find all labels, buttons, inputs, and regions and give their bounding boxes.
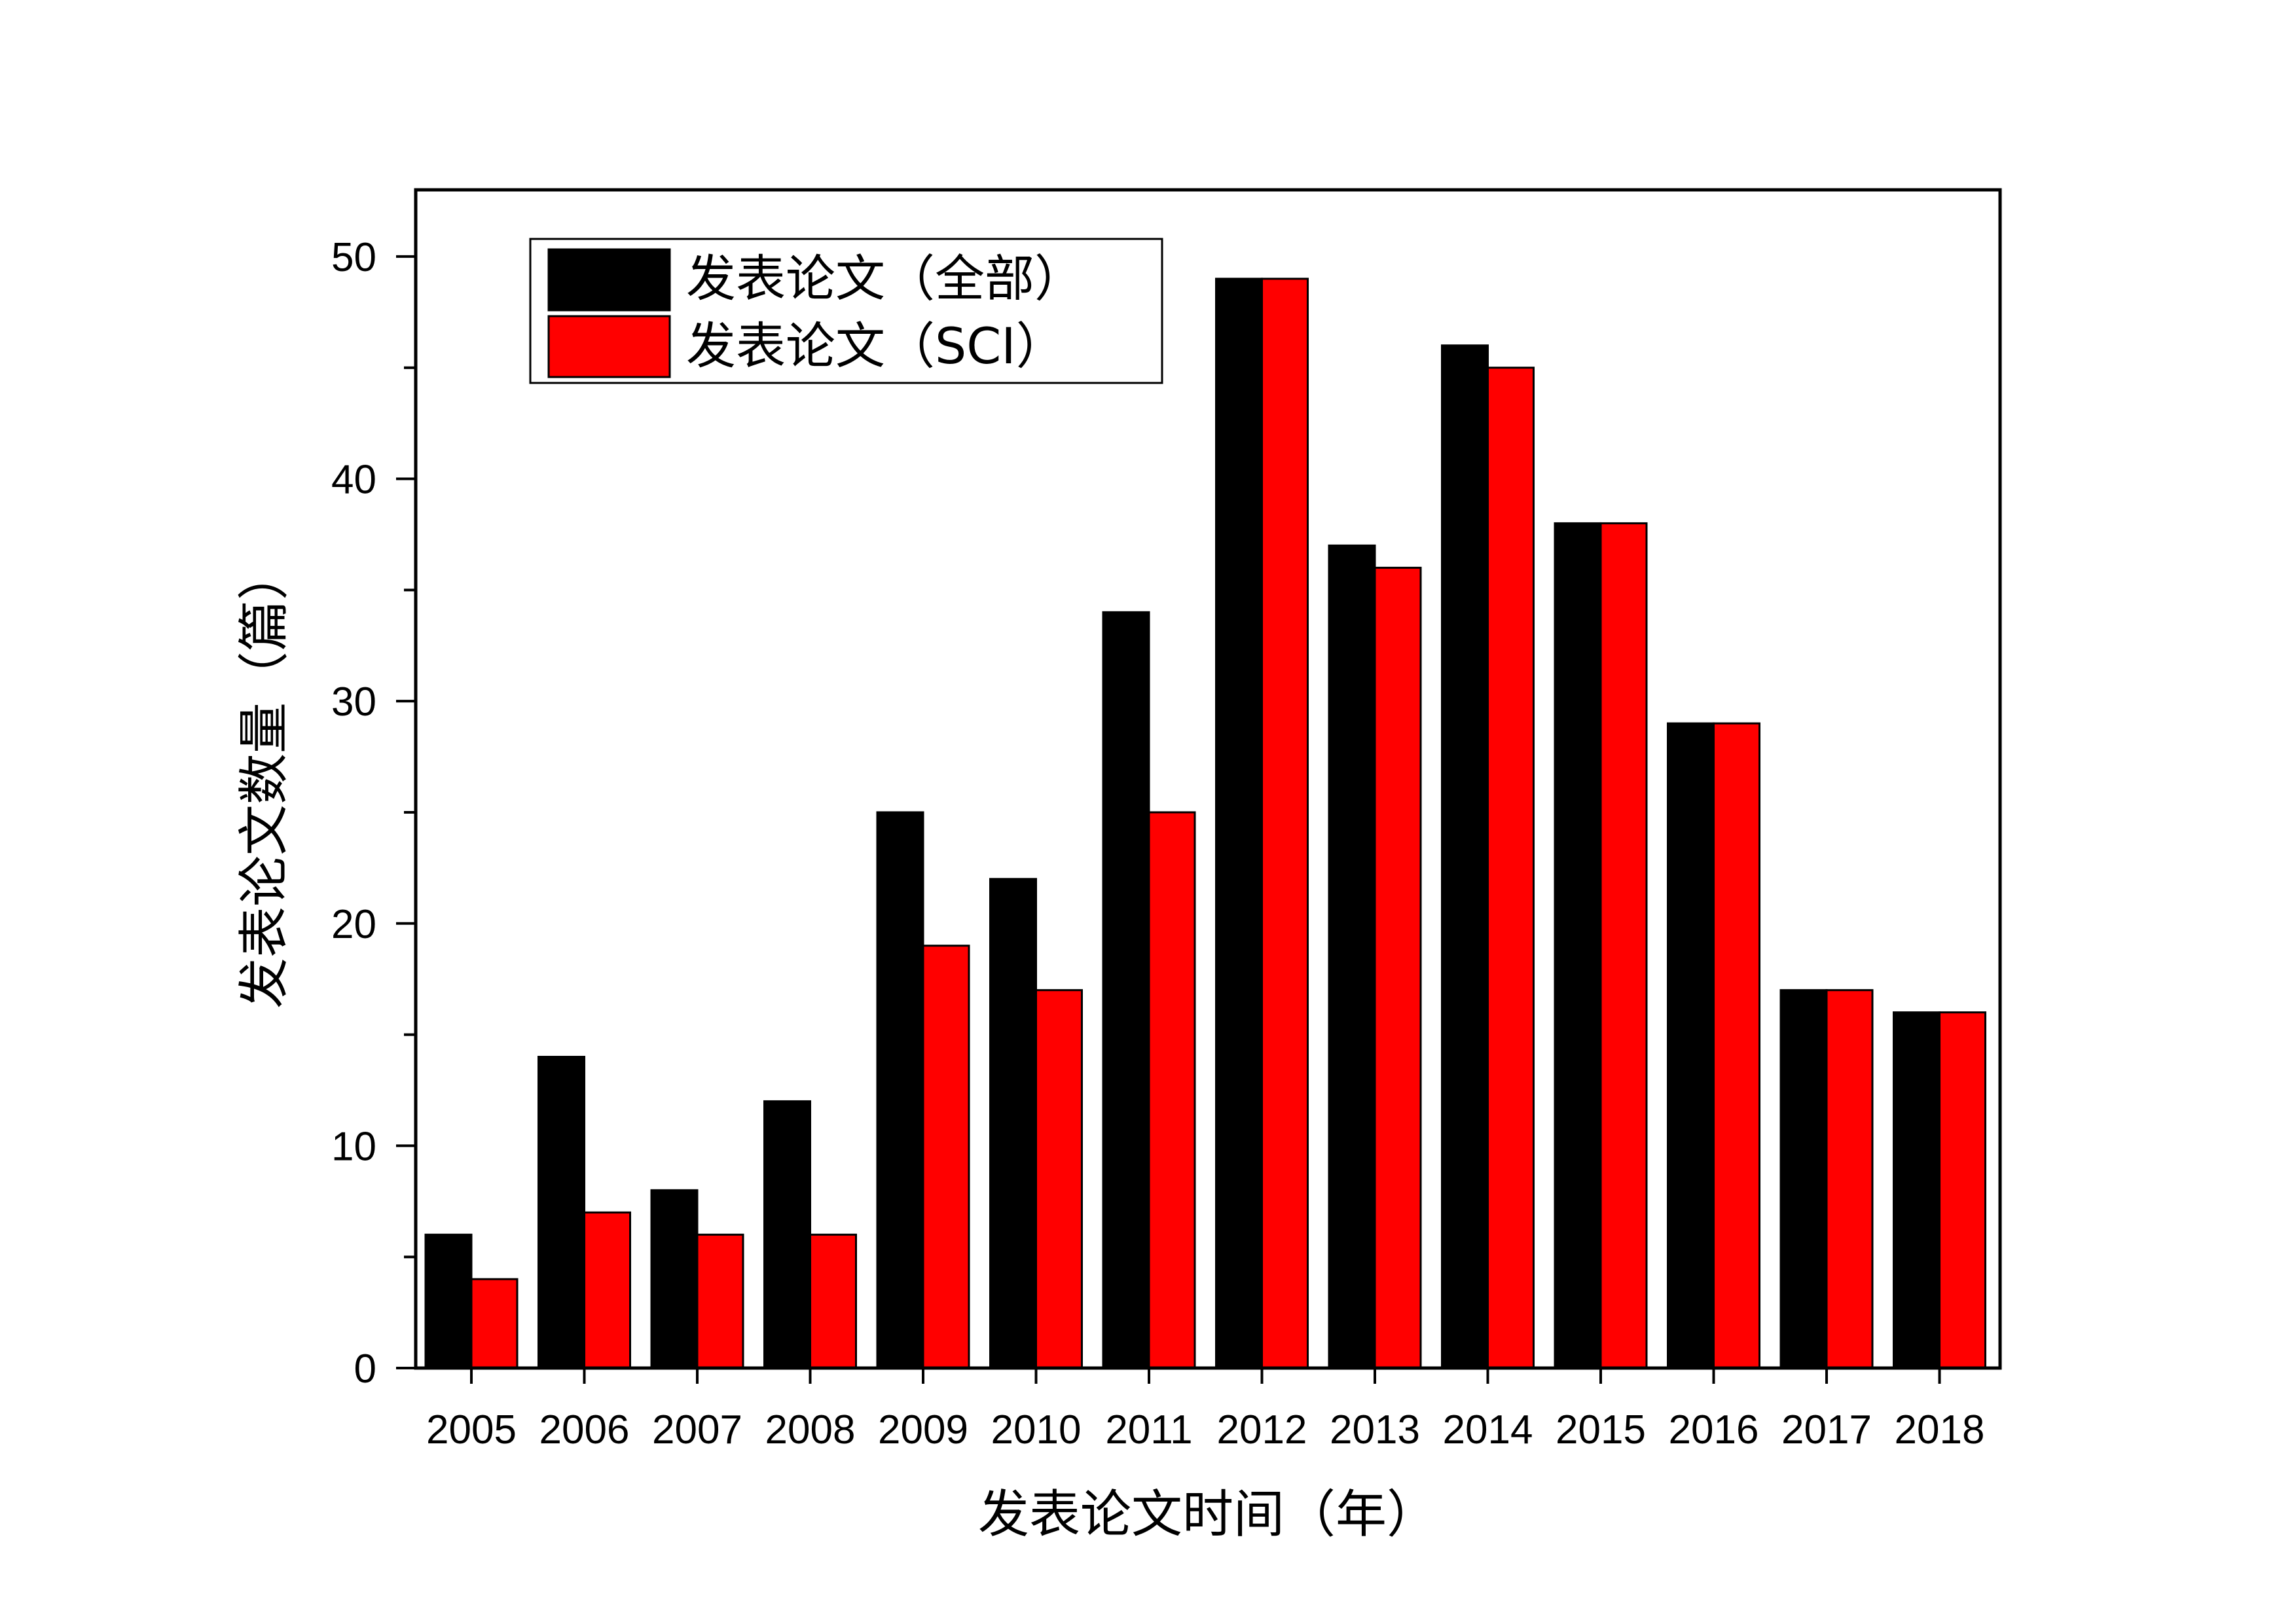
legend-swatch-sci	[547, 315, 671, 378]
bar-sci-2016	[1713, 722, 1760, 1369]
x-tick-label: 2007	[652, 1407, 742, 1453]
x-tick-label: 2011	[1105, 1407, 1192, 1453]
legend-swatch-all	[547, 248, 671, 312]
x-tick-label: 2018	[1895, 1407, 1985, 1453]
bar-sci-2005	[470, 1278, 519, 1369]
x-tick-label: 2005	[426, 1407, 517, 1453]
x-tick-label: 2013	[1330, 1407, 1420, 1453]
x-tick-label: 2006	[539, 1407, 630, 1453]
bar-all-2006	[538, 1056, 585, 1369]
x-tick-label: 2016	[1669, 1407, 1759, 1453]
bar-sci-2013	[1374, 566, 1422, 1369]
legend-label-all: 发表论文（全部）	[686, 249, 1084, 308]
bar-sci-2006	[583, 1211, 631, 1369]
bar-all-2016	[1667, 722, 1715, 1369]
y-tick-label: 0	[354, 1346, 376, 1392]
legend-label-sci: 发表论文（SCI）	[686, 317, 1066, 375]
bar-all-2005	[424, 1233, 473, 1369]
x-tick-label: 2015	[1556, 1407, 1646, 1453]
y-tick-label: 10	[331, 1124, 376, 1169]
legend: 发表论文（全部） 发表论文（SCI）	[529, 238, 1163, 384]
y-tick-label: 30	[331, 679, 376, 725]
bar-group	[424, 278, 1986, 1369]
bar-all-2011	[1102, 611, 1150, 1369]
x-tick-label: 2008	[765, 1407, 856, 1453]
bar-all-2018	[1893, 1011, 1941, 1369]
bar-sci-2017	[1825, 989, 1874, 1369]
bar-all-2008	[763, 1100, 811, 1369]
bar-all-2017	[1779, 989, 1828, 1369]
bar-all-2014	[1441, 344, 1489, 1369]
bar-all-2009	[876, 811, 924, 1369]
bar-all-2013	[1328, 544, 1376, 1369]
x-axis-ticks: 2005 2006 2007 2008 2009 2010 2011 2012 2013 2014…	[426, 1368, 1984, 1453]
bar-sci-2010	[1035, 989, 1083, 1369]
y-tick-label: 50	[331, 235, 376, 280]
bar-all-2012	[1215, 278, 1263, 1369]
x-tick-label: 2012	[1217, 1407, 1307, 1453]
bar-sci-2009	[922, 945, 970, 1369]
x-axis-title: 发表论文时间（年）	[978, 1485, 1438, 1544]
bar-sci-2008	[809, 1233, 857, 1369]
x-tick-label: 2009	[878, 1407, 968, 1453]
x-tick-label: 2014	[1443, 1407, 1533, 1453]
y-axis-ticks: 0 10 20 30 40 50	[331, 235, 416, 1392]
bar-sci-2014	[1487, 367, 1535, 1369]
y-axis-title: 发表论文数量（篇）	[235, 549, 294, 1009]
bar-all-2010	[989, 878, 1037, 1369]
plot-frame	[414, 188, 2002, 1370]
bar-all-2015	[1554, 522, 1602, 1369]
bar-sci-2007	[696, 1233, 744, 1369]
bar-sci-2011	[1148, 811, 1196, 1369]
y-tick-label: 40	[331, 458, 376, 503]
bar-sci-2018	[1939, 1011, 1986, 1369]
y-tick-label: 20	[331, 902, 376, 947]
bar-all-2007	[650, 1189, 699, 1369]
bar-sci-2012	[1261, 278, 1309, 1369]
x-tick-label: 2017	[1781, 1407, 1872, 1453]
x-tick-label: 2010	[991, 1407, 1082, 1453]
bar-sci-2015	[1599, 522, 1648, 1369]
